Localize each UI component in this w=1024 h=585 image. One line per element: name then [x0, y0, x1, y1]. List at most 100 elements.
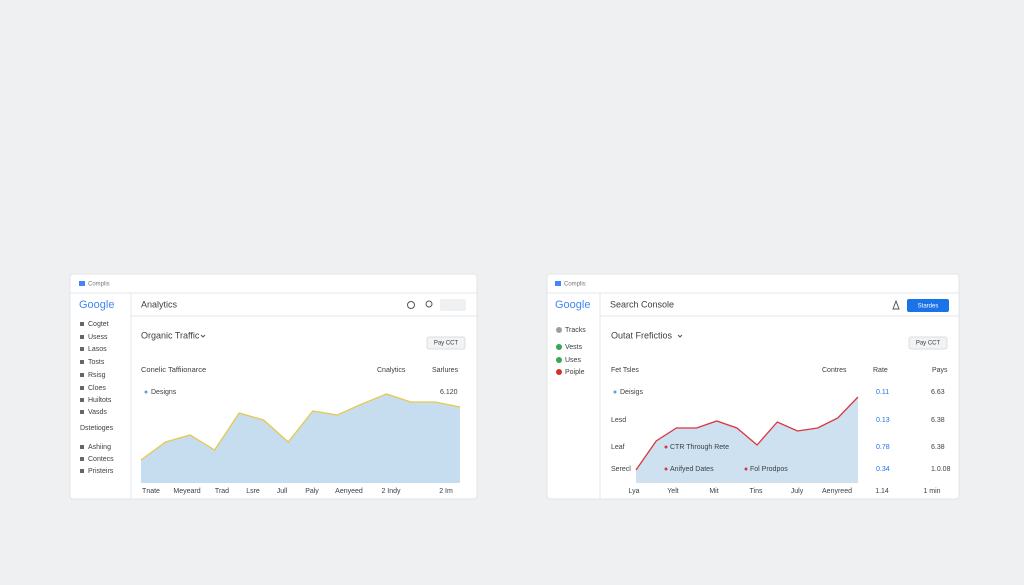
- x-label: Mit: [709, 488, 718, 495]
- x-label: Lya: [628, 488, 639, 495]
- row-label: Leaf: [611, 444, 625, 451]
- legend-dot: [744, 467, 748, 471]
- table-header: Pays: [932, 367, 948, 374]
- chart-area: [141, 394, 460, 483]
- chart-area: [636, 397, 858, 483]
- button-label[interactable]: Pay CCT: [434, 341, 459, 347]
- legend-label: Anifyed Dates: [670, 466, 714, 473]
- nav-item[interactable]: Poiple: [565, 369, 585, 376]
- row-label: Deisigs: [620, 389, 643, 396]
- nav-item[interactable]: Rsisg: [88, 372, 106, 379]
- legend-dot: [664, 467, 668, 471]
- x-label: Trad: [215, 488, 229, 495]
- legend-dot: [664, 445, 668, 449]
- nav-item[interactable]: Cogtet: [88, 321, 109, 328]
- rate-cell: 0.34: [876, 466, 890, 473]
- pays-cell: 6.38: [931, 444, 945, 451]
- x-label: 2 Indy: [381, 488, 401, 495]
- nav-icon: [80, 373, 84, 377]
- legend-dot: [144, 390, 148, 394]
- nav-item[interactable]: Ashiing: [88, 444, 111, 451]
- x-label: Meyeard: [173, 488, 200, 495]
- icon[interactable]: [407, 301, 415, 309]
- column-header: Cnalytics: [377, 367, 406, 374]
- x-label: Tins: [750, 488, 763, 495]
- rate-cell: 0.13: [876, 417, 890, 424]
- nav-section: Dstetioges: [80, 425, 114, 432]
- x-label: 1.14: [875, 488, 889, 495]
- menu-button[interactable]: [440, 299, 466, 311]
- nav-item[interactable]: Lasos: [88, 346, 107, 353]
- chevron[interactable]: [677, 334, 683, 338]
- primary-button[interactable]: [907, 299, 949, 312]
- nav-icon: [80, 398, 84, 402]
- app-icon: [79, 281, 85, 286]
- section-title: Outat Frefictios: [611, 330, 673, 340]
- x-label: Aenyreed: [822, 488, 852, 495]
- icon[interactable]: [892, 299, 900, 310]
- nav-item[interactable]: Vests: [565, 344, 583, 351]
- nav-item[interactable]: Vasds: [88, 409, 107, 416]
- rate-cell: 0.78: [876, 444, 890, 451]
- page-title: Analytics: [141, 299, 178, 309]
- topbar-title: Complis: [88, 282, 110, 288]
- nav-item[interactable]: Contecs: [88, 456, 114, 463]
- x-label: Lsre: [246, 488, 260, 495]
- nav-icon: [80, 347, 84, 351]
- nav-dot: [556, 357, 562, 363]
- button[interactable]: [426, 336, 466, 350]
- chart-line: [140, 393, 461, 461]
- nav-item[interactable]: Tosts: [88, 359, 105, 366]
- legend-label: Designs: [151, 389, 177, 396]
- nav-item[interactable]: Uses: [565, 357, 581, 364]
- nav-dot: [556, 327, 562, 333]
- logo: Google: [79, 299, 114, 311]
- x-label: Jull: [277, 488, 288, 495]
- x-label: July: [791, 488, 804, 495]
- nav-icon: [80, 360, 84, 364]
- nav-dot: [556, 344, 562, 350]
- table-header: Rate: [873, 367, 888, 374]
- x-label: Aenyeed: [335, 488, 363, 495]
- legend-label: CTR Through Rete: [670, 444, 729, 451]
- rate-cell: 0.11: [876, 389, 889, 396]
- x-label: 1 min: [923, 488, 940, 495]
- column-header: Sarlures: [432, 367, 459, 374]
- nav-icon: [80, 335, 84, 339]
- table-header: Contres: [822, 367, 847, 374]
- chart-line: [635, 396, 859, 471]
- nav-dot: [556, 369, 562, 375]
- row-label: Lesd: [611, 417, 626, 424]
- legend-dot: [613, 390, 617, 394]
- button[interactable]: [908, 336, 948, 350]
- search-icon[interactable]: [425, 300, 433, 308]
- nav-icon: [80, 457, 84, 461]
- table-header: Fet Tsles: [611, 367, 639, 374]
- section-title: Organic Traffic: [141, 330, 200, 340]
- x-label: Yelt: [667, 488, 678, 495]
- topbar-title: Complis: [564, 282, 586, 288]
- pays-cell: 1.0.08: [931, 466, 951, 473]
- row-label: Serecl: [611, 466, 631, 473]
- app-icon: [555, 281, 561, 286]
- nav-icon: [80, 469, 84, 473]
- nav-icon: [80, 410, 84, 414]
- chevron[interactable]: [200, 334, 206, 338]
- nav-item[interactable]: Usess: [88, 334, 108, 341]
- button-label[interactable]: Stardes: [918, 304, 939, 310]
- nav-icon: [80, 322, 84, 326]
- x-label: Tnate: [142, 488, 160, 495]
- nav-item[interactable]: Cloes: [88, 385, 106, 392]
- nav-icon: [80, 386, 84, 390]
- nav-icon: [80, 445, 84, 449]
- nav-item[interactable]: Tracks: [565, 327, 586, 334]
- pays-cell: 6.63: [931, 389, 945, 396]
- nav-item[interactable]: Huiltots: [88, 397, 112, 404]
- nav-item[interactable]: Pristeirs: [88, 468, 114, 475]
- x-label: 2 Im: [439, 488, 453, 495]
- legend-label: Fol Prodpos: [750, 466, 788, 473]
- button-label[interactable]: Pay CCT: [916, 341, 941, 347]
- legend-value: 6.120: [440, 389, 458, 396]
- logo: Google: [555, 299, 590, 311]
